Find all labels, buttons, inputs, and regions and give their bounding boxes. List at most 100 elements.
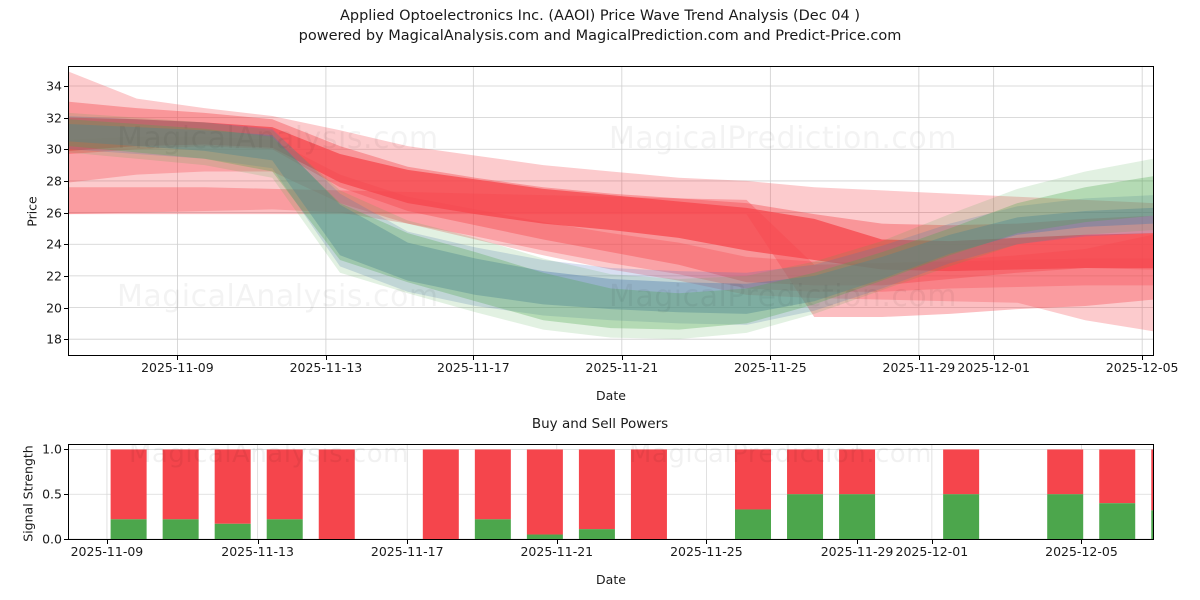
price-band-red-late-rise [69, 187, 1153, 318]
signal-x-tick-label: 2025-11-09 [70, 544, 144, 559]
price-y-tick-label: 32 [46, 110, 62, 126]
price-y-tick-mark [64, 275, 68, 277]
price-band-green-band-outer [69, 112, 1153, 340]
price-x-tick-mark [621, 356, 623, 360]
sell-power-bar [318, 449, 355, 539]
signal-x-tick-mark [931, 540, 933, 544]
signal-x-tick-mark [857, 540, 859, 544]
sell-power-bar [1099, 449, 1136, 504]
sell-power-bar [474, 449, 511, 520]
sell-power-bar [422, 449, 459, 539]
price-x-tick-label: 2025-11-09 [141, 360, 214, 375]
price-y-tick-label: 30 [46, 141, 62, 157]
buy-power-bar [1151, 510, 1153, 539]
signal-x-axis-title: Date [596, 572, 626, 587]
price-y-tick-mark [64, 117, 68, 119]
sell-power-bar [630, 449, 667, 539]
price-band-blue-band [69, 123, 1153, 314]
sell-power-bar [1151, 449, 1153, 511]
price-y-tick-mark [64, 149, 68, 151]
signal-x-tick-label: 2025-12-05 [1045, 544, 1118, 559]
sell-power-bar [787, 449, 824, 495]
price-y-tick-label: 34 [46, 78, 62, 94]
signal-x-tick-label: 2025-11-13 [221, 544, 294, 559]
signal-x-tick-mark [407, 540, 409, 544]
signal-x-tick-mark [556, 540, 558, 544]
sell-power-bar [266, 449, 303, 520]
sell-power-bar [110, 449, 147, 520]
buy-sell-powers-chart: MagicalAnalysis.com MagicalPrediction.co… [42, 442, 1154, 559]
signal-y-tick-mark [64, 539, 68, 540]
price-x-tick-mark [770, 356, 772, 360]
buy-power-bar [578, 529, 615, 539]
buy-power-bar [943, 494, 980, 539]
chart-title-line-2: powered by MagicalAnalysis.com and Magic… [298, 28, 902, 44]
price-band-green-band [69, 119, 1153, 330]
signal-x-tick-mark [706, 540, 708, 544]
buy-power-bar [526, 534, 563, 539]
buy-power-bar [266, 519, 303, 539]
buy-power-bar [1099, 503, 1136, 539]
buy-power-bar [735, 509, 771, 539]
price-y-tick-label: 26 [46, 205, 62, 221]
sell-power-bar [162, 449, 199, 520]
price-y-tick-mark [64, 339, 68, 341]
price-x-tick-label: 2025-11-29 [882, 360, 956, 375]
signal-y-axis-title: Signal Strength [20, 445, 36, 542]
sell-power-bar [943, 449, 980, 495]
sell-power-bar [214, 449, 251, 524]
price-x-tick-mark [177, 356, 179, 360]
signal-y-tick-mark [64, 449, 68, 451]
buy-power-bar [214, 523, 251, 539]
price-y-tick-label: 20 [46, 300, 62, 316]
signal-plot-area: MagicalAnalysis.com MagicalPrediction.co… [68, 444, 1154, 540]
price-y-tick-label: 22 [46, 268, 62, 284]
price-y-tick-mark [64, 244, 68, 246]
price-y-axis-title: Price [24, 196, 40, 227]
sell-power-bar [1047, 449, 1084, 495]
signal-chart-title: Buy and Sell Powers [531, 416, 669, 432]
buy-power-bar [787, 494, 824, 539]
price-y-tick-mark [64, 180, 68, 182]
price-band-blue-band-outer [69, 116, 1153, 325]
price-y-tick-mark [64, 85, 68, 87]
sell-power-bar [839, 449, 876, 495]
buy-power-bar [110, 519, 147, 539]
buy-power-bar [839, 494, 876, 539]
price-x-tick-label: 2025-11-21 [585, 360, 659, 375]
price-x-tick-label: 2025-12-05 [1105, 360, 1179, 375]
price-x-tick-label: 2025-11-17 [437, 360, 510, 375]
price-bands-svg [69, 67, 1153, 355]
sell-power-bar [735, 449, 771, 510]
signal-x-tick-label: 2025-12-01 [895, 544, 969, 559]
sell-power-bar [578, 449, 615, 530]
signal-x-tick-label: 2025-11-29 [820, 544, 894, 559]
price-x-tick-label: 2025-11-25 [734, 360, 807, 375]
chart-title-block: Applied Optoelectronics Inc. (AAOI) Pric… [0, 6, 1200, 46]
signal-x-tick-label: 2025-11-21 [520, 544, 594, 559]
signal-x-tick-label: 2025-11-25 [670, 544, 743, 559]
signal-x-tick-mark [1081, 540, 1083, 544]
price-y-tick-label: 28 [46, 173, 62, 189]
price-y-tick-label: 18 [46, 331, 62, 347]
price-x-axis-title: Date [596, 388, 626, 403]
price-y-tick-mark [64, 212, 68, 214]
price-y-tick-mark [64, 307, 68, 309]
signal-x-tick-mark [106, 540, 108, 544]
signal-y-tick-label: 0.5 [42, 486, 62, 502]
buy-power-bar [162, 519, 199, 539]
price-y-tick-label: 24 [46, 236, 62, 252]
price-x-tick-mark [918, 356, 920, 360]
buy-power-bar [474, 519, 511, 539]
price-x-tick-mark [325, 356, 327, 360]
signal-x-tick-mark [257, 540, 259, 544]
price-wave-chart: MagicalAnalysis.com MagicalPrediction.co… [46, 66, 1178, 375]
price-x-tick-label: 2025-11-13 [289, 360, 363, 375]
buy-power-bar [1047, 494, 1084, 539]
price-band-red-core-strong [69, 117, 1153, 272]
signal-y-tick-mark [64, 494, 68, 496]
price-band-red-lower-tail [69, 136, 1153, 292]
price-x-tick-mark [473, 356, 475, 360]
price-x-tick-mark [1142, 356, 1144, 360]
